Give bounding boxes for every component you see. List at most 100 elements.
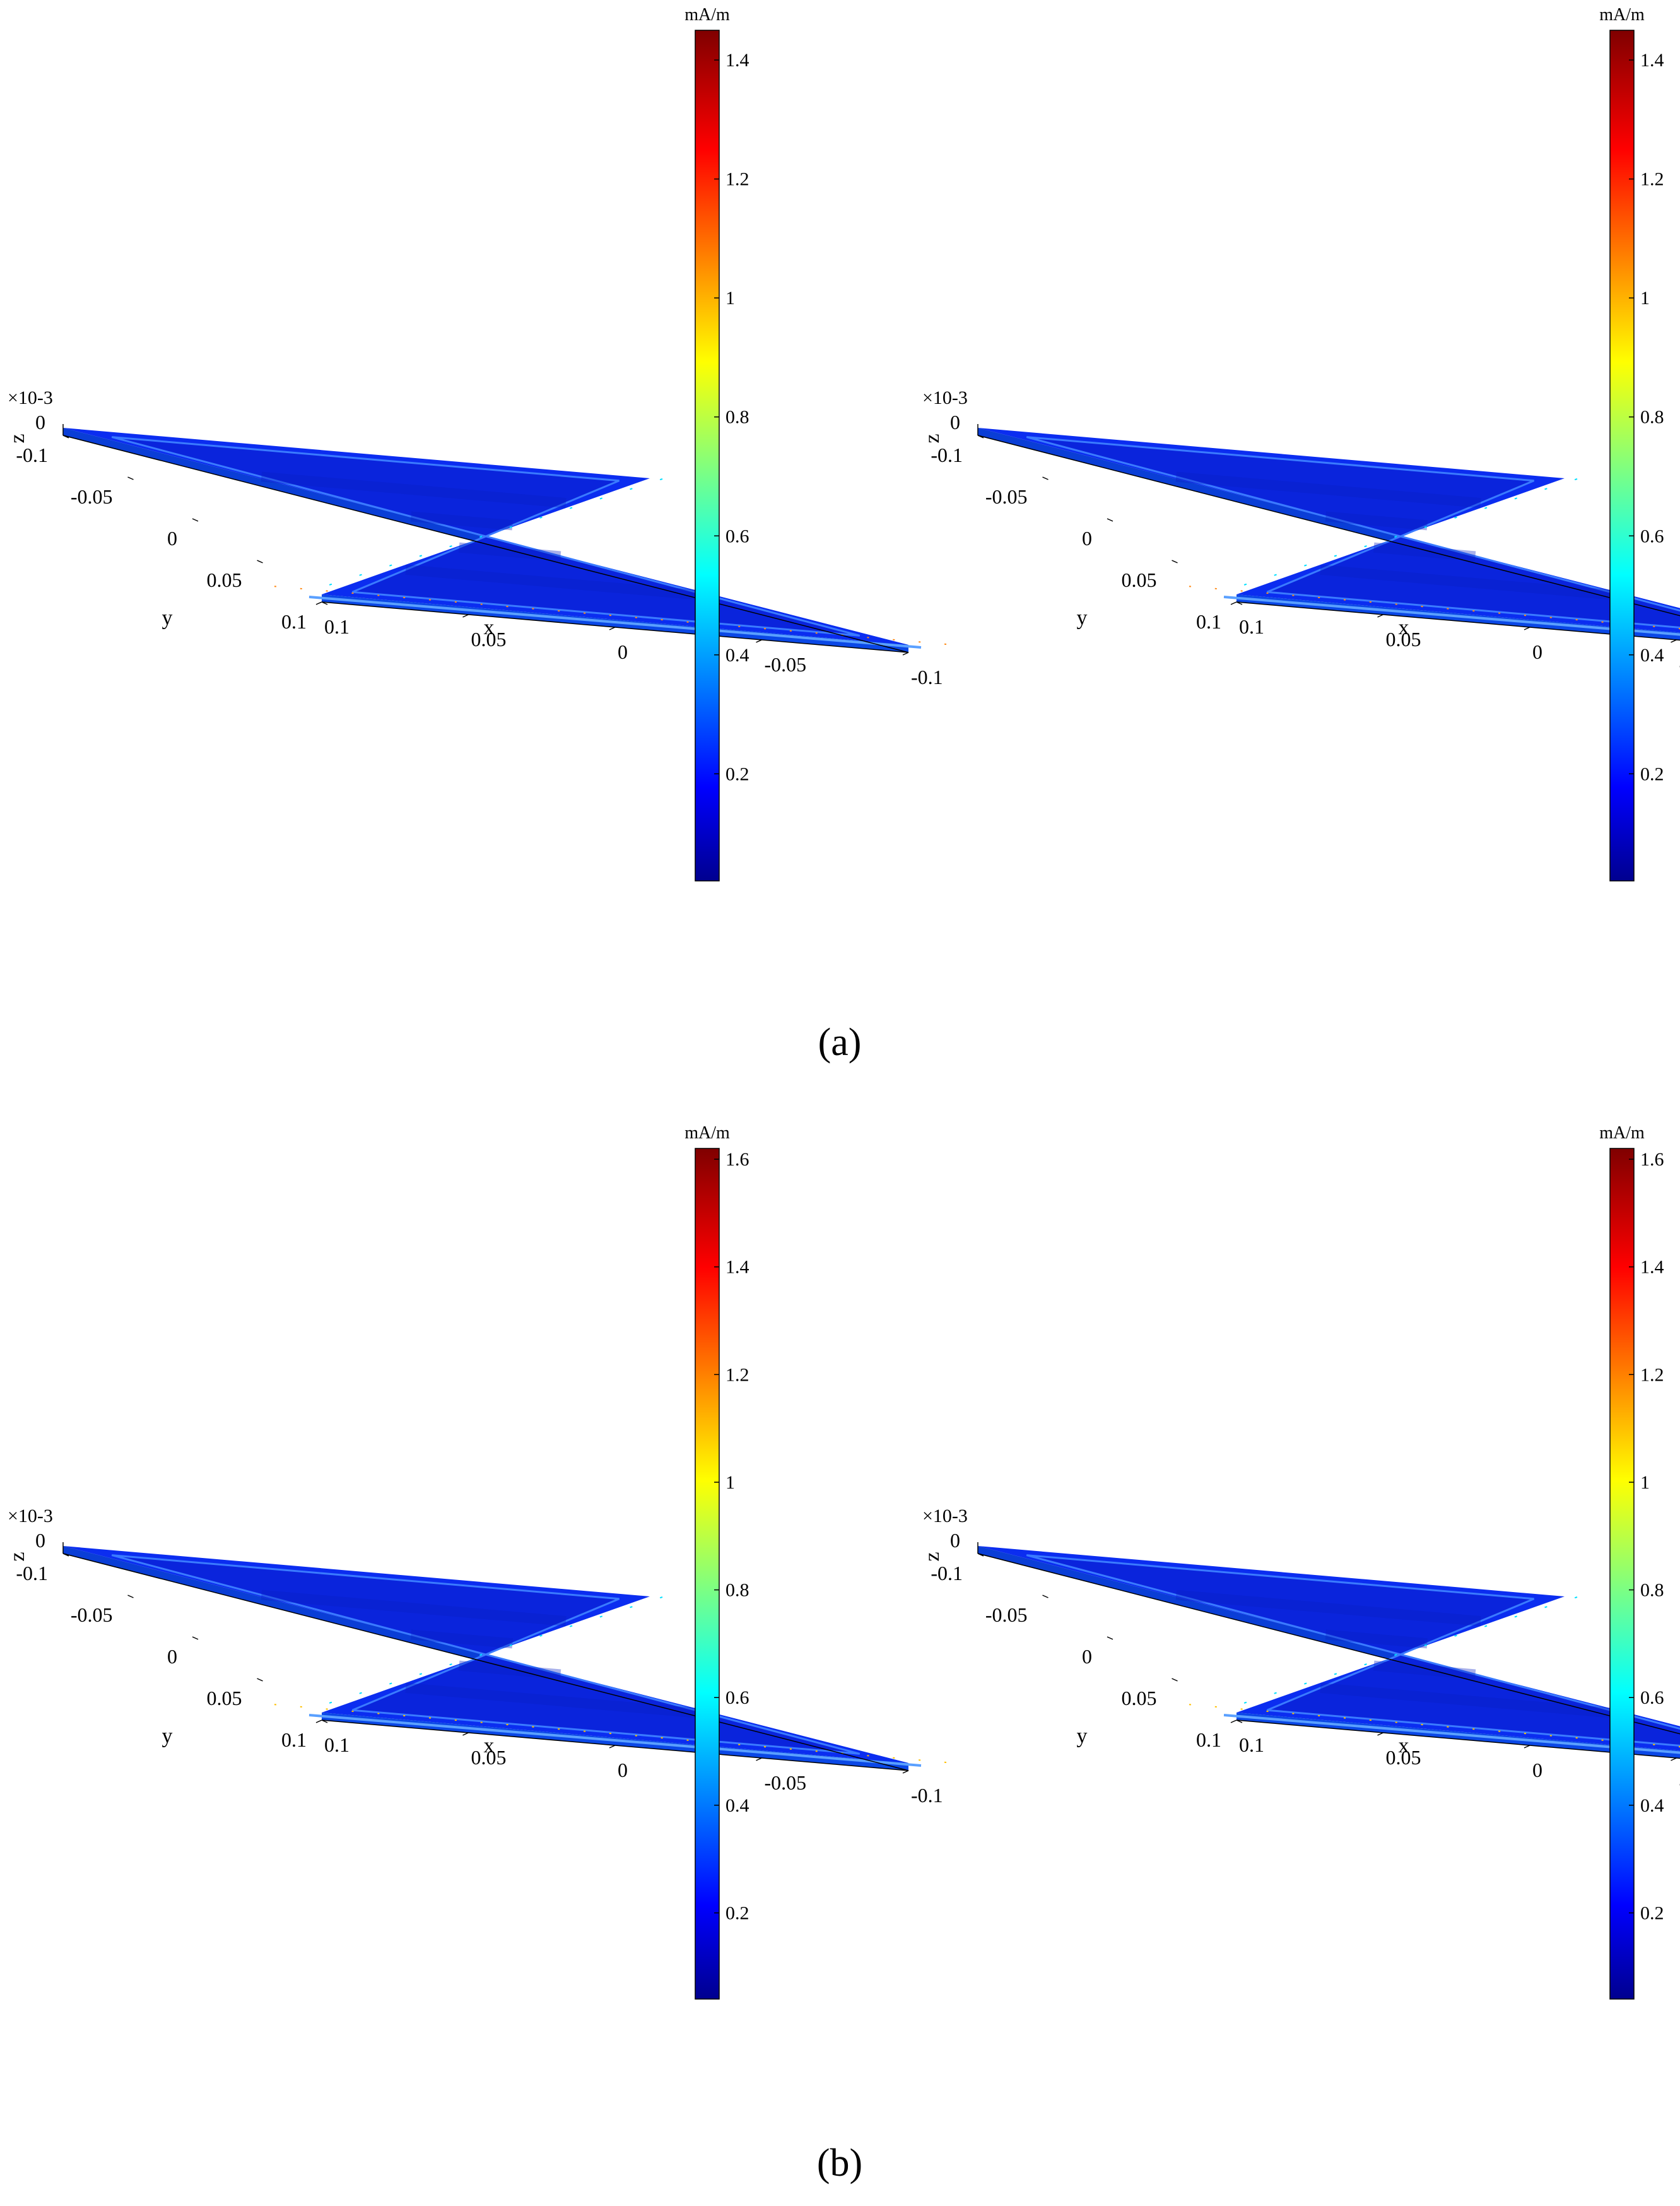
x-tick-label: 0.05 xyxy=(471,628,507,651)
surface-inner-panel xyxy=(1026,436,1680,629)
y-axis-label: y xyxy=(1077,1725,1088,1748)
y-tick xyxy=(977,1553,984,1557)
colorbar-tick-label: 0.6 xyxy=(725,526,749,546)
surface-band xyxy=(405,564,711,601)
y-tick xyxy=(127,1595,134,1598)
colorbar-tick-label: 0.6 xyxy=(725,1687,749,1708)
x-tick xyxy=(1524,627,1530,630)
y-tick xyxy=(62,435,69,439)
y-tick-label: 0 xyxy=(167,527,177,550)
colorbar-tick-label: 1.4 xyxy=(725,1257,749,1278)
y-tick-label: -0.05 xyxy=(71,485,113,508)
subplot-4: -0.1-0.0500.050.1-0.1-0.0500.050.1yx0z×1… xyxy=(920,1123,1680,2000)
x-axis-label: x xyxy=(1399,616,1409,639)
z-tick-label: 0 xyxy=(950,411,960,434)
colorbar-tick-label: 0.4 xyxy=(1640,645,1664,666)
colorbar-tick-label: 0.2 xyxy=(1640,1902,1664,1923)
x-tick xyxy=(902,652,909,656)
x-tick-label: 0 xyxy=(1532,640,1542,663)
colorbar-tick-label: 1.4 xyxy=(1640,1257,1664,1278)
colorbar-tick-label: 0.8 xyxy=(1640,407,1664,428)
z-axis-label: z xyxy=(920,434,944,443)
y-tick xyxy=(321,601,328,605)
colorbar-tick-label: 1.2 xyxy=(725,169,749,190)
edge-highlight xyxy=(1223,1714,1680,1754)
x-tick xyxy=(1524,1745,1530,1749)
colorbar-tick-label: 1.2 xyxy=(1640,169,1664,190)
x-tick-label: 0 xyxy=(1532,1759,1542,1781)
x-tick-label: -0.05 xyxy=(1679,1771,1680,1794)
surface-inner-panel xyxy=(111,1554,861,1755)
y-tick xyxy=(127,476,134,480)
x-tick xyxy=(1230,1719,1237,1723)
colorbar-tick-label: 0.2 xyxy=(725,1902,749,1923)
colorbar-tick-label: 1 xyxy=(1640,288,1650,309)
y-tick-label: 0.05 xyxy=(207,1687,242,1709)
y-tick-label: 0.1 xyxy=(281,610,307,633)
x-tick xyxy=(902,1770,909,1774)
y-tick xyxy=(321,1719,328,1723)
surface-band xyxy=(1373,542,1476,562)
x-tick-label: -0.05 xyxy=(1679,653,1680,676)
colorbar-unit-label: mA/m xyxy=(684,1123,730,1143)
y-tick xyxy=(192,518,199,522)
surface-band xyxy=(410,511,513,531)
surface-band xyxy=(459,542,561,562)
z-exponent-label: ×10-3 xyxy=(8,387,53,408)
x-tick-label: -0.1 xyxy=(911,1784,943,1807)
colorbar-tick-label: 1.2 xyxy=(725,1364,749,1385)
y-axis-label: y xyxy=(162,606,173,630)
edge-hotspot xyxy=(1179,1703,1680,1748)
surface-band xyxy=(459,1660,561,1680)
z-exponent-label: ×10-3 xyxy=(922,1506,968,1526)
y-tick xyxy=(1107,1636,1113,1640)
x-tick-label: -0.1 xyxy=(911,666,943,688)
colorbar-tick-label: 0.6 xyxy=(1640,526,1664,546)
colorbar-tick-label: 0.8 xyxy=(725,407,749,428)
y-tick-label: 0.1 xyxy=(281,1728,307,1751)
x-axis-label: x xyxy=(1399,1734,1409,1757)
surface-band xyxy=(261,471,567,509)
x-tick xyxy=(1377,1732,1383,1736)
edge-highlight xyxy=(308,1714,922,1767)
colorbar-tick-label: 1.6 xyxy=(725,1149,749,1170)
y-axis-line xyxy=(62,435,909,653)
surface-band xyxy=(1320,564,1626,601)
colorbar xyxy=(695,1148,720,2000)
colorbar-tick-label: 1 xyxy=(725,288,735,309)
y-axis-line xyxy=(977,435,1680,616)
y-tick xyxy=(62,1553,69,1557)
y-tick xyxy=(1172,1678,1178,1682)
y-tick-label: -0.1 xyxy=(16,1562,48,1584)
z-tick-label: 0 xyxy=(35,411,45,434)
panel-label-a: (a) xyxy=(818,1021,862,1064)
y-tick-label: -0.05 xyxy=(985,485,1028,508)
y-tick-label: 0.05 xyxy=(1122,1687,1157,1709)
colorbar-tick-label: 1.4 xyxy=(1640,50,1664,71)
x-tick-label: 0.05 xyxy=(471,1746,507,1769)
x-tick xyxy=(1230,601,1237,605)
x-tick xyxy=(1377,614,1383,618)
z-axis-label: z xyxy=(6,434,29,443)
x-tick xyxy=(315,1719,322,1723)
surface-inner-panel xyxy=(1026,1554,1680,1747)
edge-hotspot xyxy=(264,585,947,645)
z-axis-label: z xyxy=(920,1552,944,1561)
surface-band xyxy=(1325,511,1428,531)
y-tick xyxy=(257,1678,263,1682)
colorbar-tick-label: 1.4 xyxy=(725,50,749,71)
y-tick xyxy=(1172,560,1178,563)
x-tick-label: -0.05 xyxy=(765,1771,807,1794)
surface-band xyxy=(1320,1682,1626,1719)
x-tick-label: 0 xyxy=(618,1759,628,1781)
y-axis-label: y xyxy=(1077,606,1088,630)
y-axis-line xyxy=(977,1553,1680,1735)
y-tick xyxy=(1236,601,1243,605)
colorbar-unit-label: mA/m xyxy=(1599,5,1645,25)
x-axis-label: x xyxy=(484,1734,495,1757)
x-axis-label: x xyxy=(484,616,495,639)
x-tick-label: 0.05 xyxy=(1386,628,1421,651)
y-tick xyxy=(1042,476,1049,480)
